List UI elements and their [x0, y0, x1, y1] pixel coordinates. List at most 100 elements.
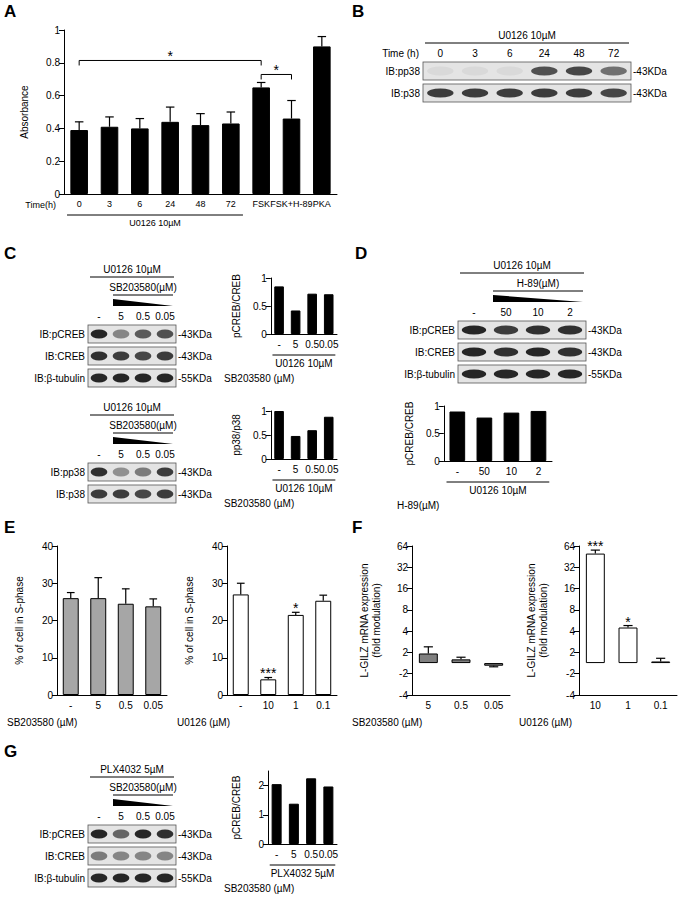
- svg-text:16: 16: [397, 583, 409, 594]
- svg-text:0.05: 0.05: [484, 700, 504, 711]
- svg-text:-43KDa: -43KDa: [178, 489, 212, 500]
- svg-text:50: 50: [479, 466, 491, 477]
- svg-text:20: 20: [212, 615, 224, 626]
- svg-text:-: -: [456, 466, 459, 477]
- svg-text:IB:β-tubulin: IB:β-tubulin: [34, 373, 85, 384]
- svg-text:2: 2: [567, 307, 573, 318]
- svg-text:IB:pp38: IB:pp38: [51, 467, 86, 478]
- svg-text:% of cell in S-phase: % of cell in S-phase: [14, 576, 25, 665]
- svg-text:5: 5: [118, 311, 124, 322]
- svg-text:64: 64: [564, 541, 576, 552]
- svg-text:-: -: [472, 307, 475, 318]
- svg-text:0.6: 0.6: [46, 90, 60, 101]
- svg-text:0.4: 0.4: [46, 123, 60, 134]
- svg-text:16: 16: [564, 583, 576, 594]
- svg-text:IB:CREB: IB:CREB: [415, 347, 455, 358]
- svg-text:(fold modulation): (fold modulation): [371, 583, 382, 657]
- svg-text:2: 2: [402, 647, 408, 658]
- svg-text:IB:pp38: IB:pp38: [386, 66, 421, 77]
- svg-text:0: 0: [261, 329, 267, 340]
- svg-text:10: 10: [212, 652, 224, 663]
- svg-text:5: 5: [426, 700, 432, 711]
- svg-text:(fold modulation): (fold modulation): [538, 583, 549, 657]
- svg-text:IB:pCREB: IB:pCREB: [409, 325, 455, 336]
- svg-text:PKA: PKA: [313, 199, 331, 209]
- svg-text:IB:pCREB: IB:pCREB: [39, 329, 85, 340]
- svg-text:4: 4: [569, 626, 575, 637]
- svg-text:1: 1: [625, 700, 631, 711]
- svg-text:0.5: 0.5: [253, 301, 267, 312]
- svg-text:SB203580 (µM): SB203580 (µM): [224, 883, 294, 894]
- svg-text:SB203580(µM): SB203580(µM): [109, 282, 176, 293]
- svg-text:-43KDa: -43KDa: [178, 829, 212, 840]
- svg-text:4: 4: [402, 626, 408, 637]
- svg-text:PLX4032 5µM: PLX4032 5µM: [271, 868, 335, 879]
- svg-text:2: 2: [536, 466, 542, 477]
- svg-text:U0126 10µM: U0126 10µM: [275, 483, 332, 494]
- svg-text:-: -: [277, 464, 280, 475]
- svg-text:Time(h): Time(h): [25, 200, 56, 210]
- svg-text:0: 0: [434, 456, 440, 467]
- svg-text:-: -: [239, 700, 242, 711]
- svg-text:IB:p38: IB:p38: [56, 489, 85, 500]
- svg-text:0.5: 0.5: [305, 339, 319, 350]
- svg-text:U0126 10µM: U0126 10µM: [498, 30, 555, 41]
- svg-text:H-89(µM): H-89(µM): [397, 500, 439, 511]
- svg-text:-55KDa: -55KDa: [588, 369, 622, 380]
- svg-text:6: 6: [507, 48, 513, 59]
- svg-text:8: 8: [569, 604, 575, 615]
- svg-text:32: 32: [397, 562, 409, 573]
- svg-text:0: 0: [54, 189, 60, 200]
- svg-text:30: 30: [42, 578, 54, 589]
- svg-text:0.5: 0.5: [454, 700, 468, 711]
- svg-text:SB203580(µM): SB203580(µM): [109, 782, 176, 793]
- svg-text:IB:CREB: IB:CREB: [45, 351, 85, 362]
- svg-text:*: *: [274, 62, 280, 78]
- svg-text:24: 24: [165, 199, 175, 209]
- svg-text:U0126 (µM): U0126 (µM): [177, 717, 230, 728]
- svg-text:-: -: [97, 811, 100, 822]
- svg-text:1: 1: [293, 700, 299, 711]
- svg-text:-43KDa: -43KDa: [178, 329, 212, 340]
- svg-text:IB:p38: IB:p38: [391, 88, 420, 99]
- svg-text:*: *: [167, 48, 173, 64]
- svg-text:U0126 10µM: U0126 10µM: [493, 260, 550, 271]
- svg-text:0: 0: [47, 690, 53, 701]
- svg-text:40: 40: [212, 541, 224, 552]
- svg-text:1: 1: [261, 406, 267, 417]
- svg-text:U0126 10µM: U0126 10µM: [103, 402, 160, 413]
- svg-text:-: -: [97, 311, 100, 322]
- svg-text:48: 48: [195, 199, 205, 209]
- svg-text:1: 1: [434, 401, 440, 412]
- svg-text:0: 0: [261, 454, 267, 465]
- svg-text:50: 50: [500, 307, 512, 318]
- svg-text:0: 0: [77, 199, 82, 209]
- svg-text:5: 5: [293, 339, 299, 350]
- svg-text:-: -: [277, 339, 280, 350]
- svg-text:1: 1: [54, 25, 60, 36]
- svg-text:0.05: 0.05: [155, 311, 175, 322]
- svg-text:-43KDa: -43KDa: [178, 467, 212, 478]
- svg-text:0.05: 0.05: [155, 449, 175, 460]
- svg-text:-55KDa: -55KDa: [178, 373, 212, 384]
- svg-text:0.5: 0.5: [136, 311, 150, 322]
- svg-text:pp38/p38: pp38/p38: [231, 414, 242, 456]
- svg-text:U0126 10µM: U0126 10µM: [275, 358, 332, 369]
- svg-text:***: ***: [260, 665, 277, 681]
- svg-text:U0126 (µM): U0126 (µM): [519, 717, 572, 728]
- svg-text:*: *: [293, 600, 299, 616]
- svg-text:32: 32: [564, 562, 576, 573]
- svg-text:L-GILZ mRNA expression: L-GILZ mRNA expression: [359, 564, 370, 678]
- svg-text:10: 10: [506, 466, 518, 477]
- svg-text:***: ***: [587, 538, 604, 554]
- svg-text:48: 48: [573, 48, 585, 59]
- svg-text:-: -: [69, 700, 72, 711]
- svg-text:-4: -4: [566, 690, 575, 701]
- svg-text:*: *: [625, 614, 631, 630]
- svg-text:SB203580(µM): SB203580(µM): [109, 420, 176, 431]
- svg-text:SB203580 (µM): SB203580 (µM): [7, 717, 77, 728]
- svg-text:5: 5: [291, 849, 297, 860]
- svg-text:10: 10: [532, 307, 544, 318]
- svg-text:0.2: 0.2: [46, 156, 60, 167]
- svg-text:8: 8: [402, 604, 408, 615]
